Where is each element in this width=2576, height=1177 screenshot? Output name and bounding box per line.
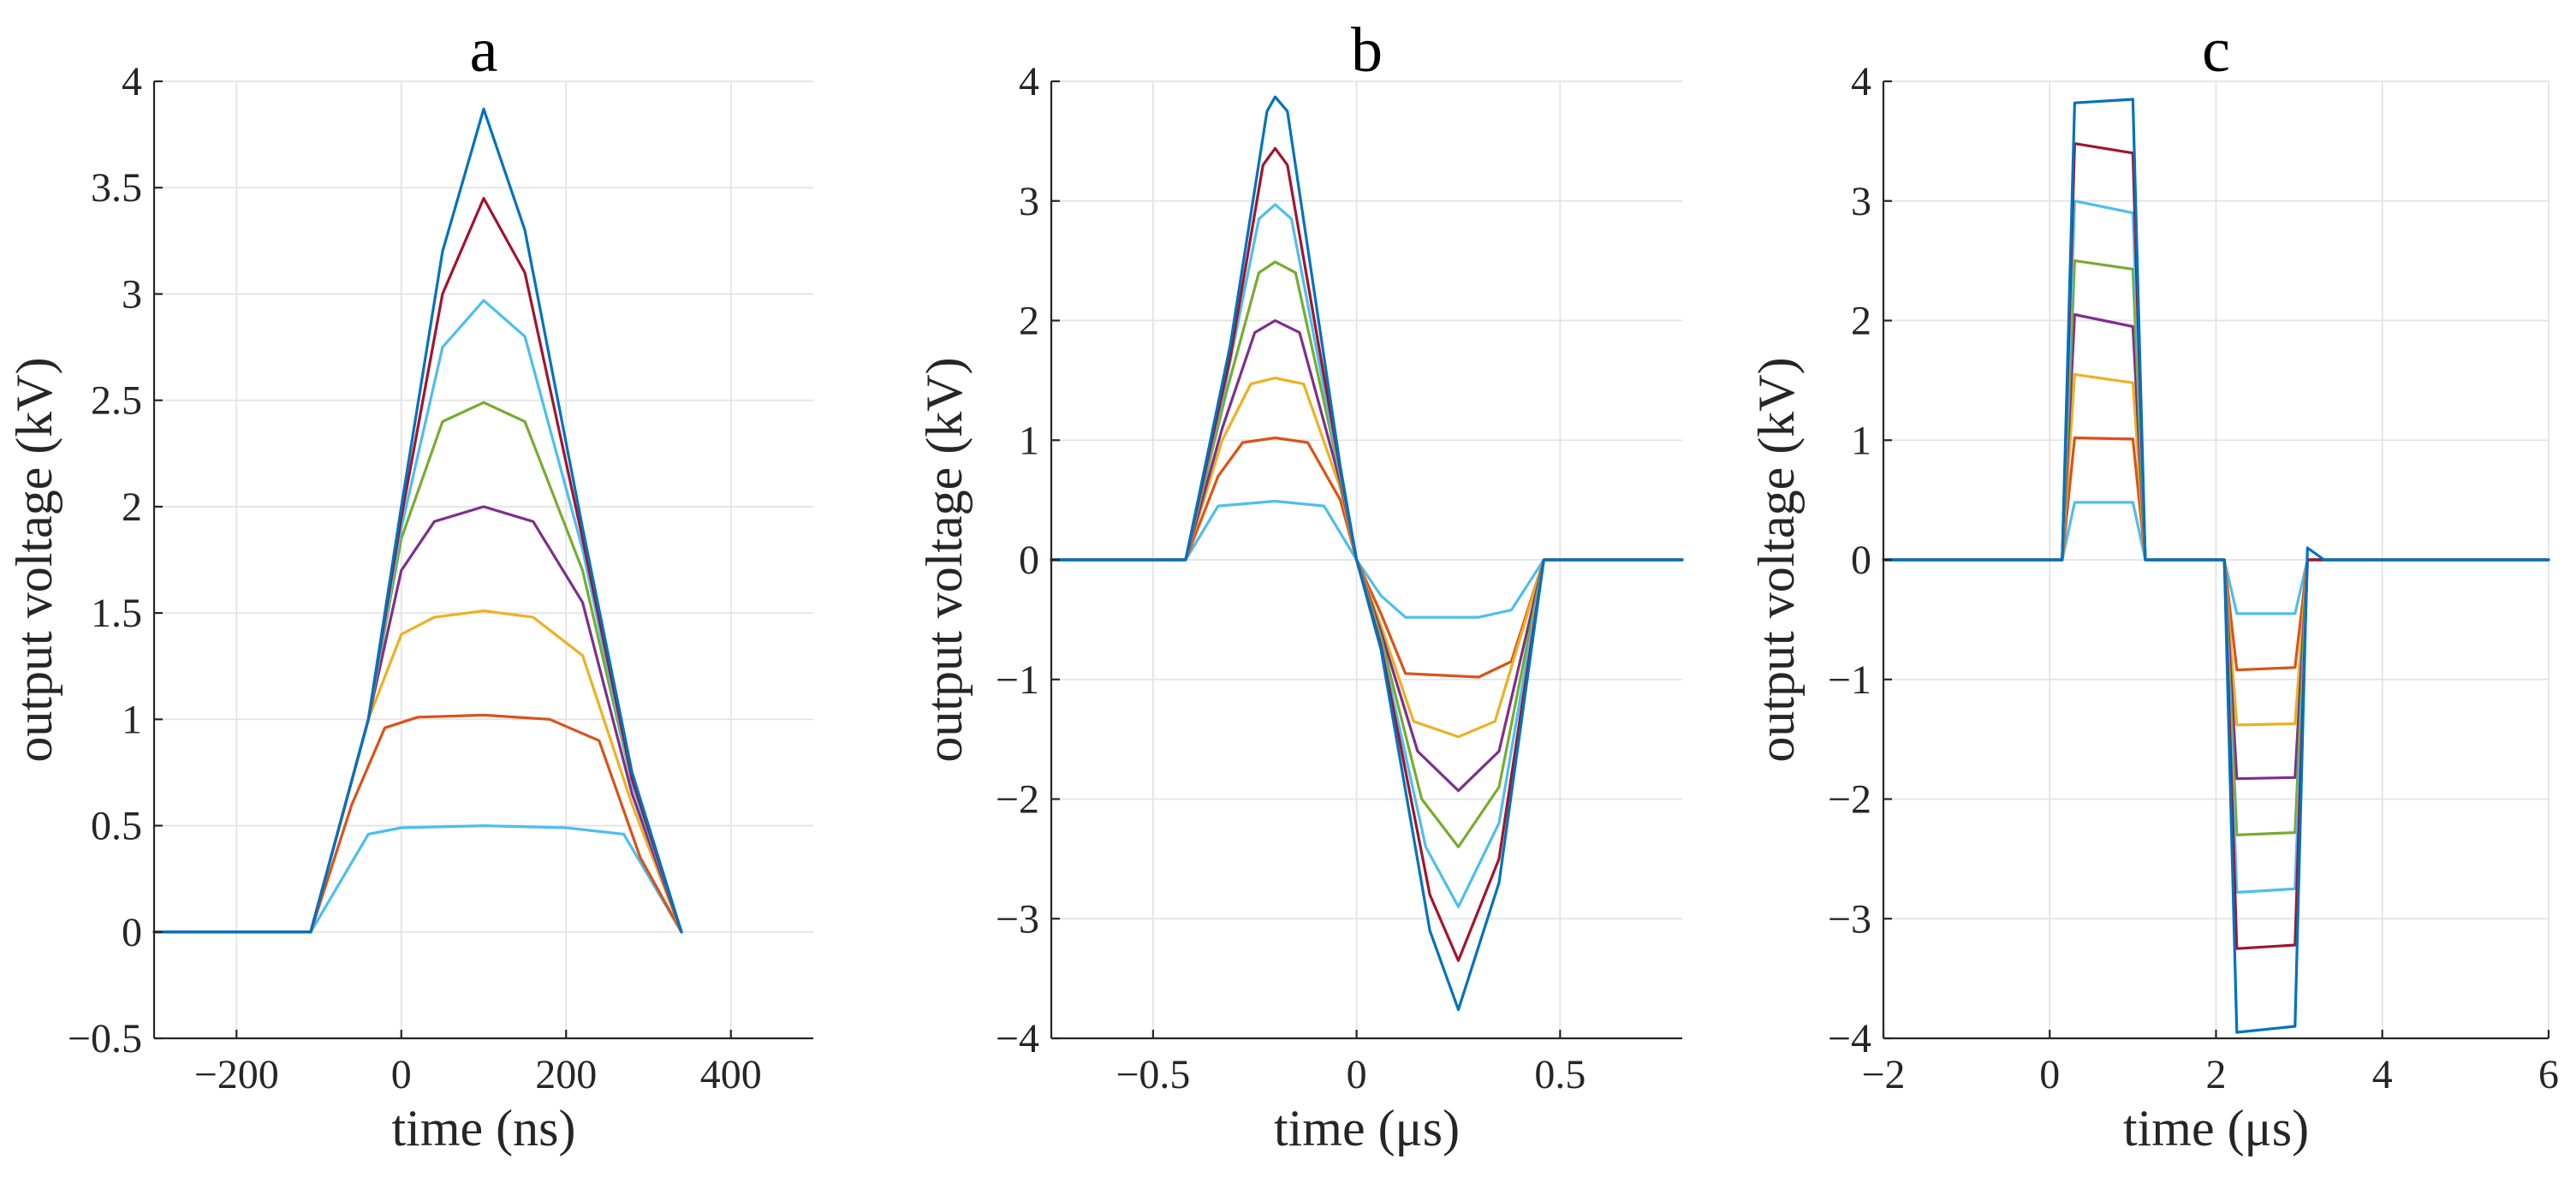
panel-a: −200 0 200 400 −0.5 0 0.5 1 1.5 2 2.5 3 3.5 4 time (ns… <box>6 15 813 1156</box>
panel-b: −0.5 0 0.5 −4 −3 −2 −1 0 1 2 3 4 time (μs) output vol… <box>916 15 1684 1156</box>
panel-c-x-axis-label: time (μs) <box>2123 1100 2309 1156</box>
panel-a-x-tick-label: 400 <box>700 1052 762 1097</box>
panel-a-y-tick-label: 4 <box>122 59 142 104</box>
panel-b-y-tick-label: 0 <box>1019 538 1039 583</box>
panel-a-y-tick-label: 3.5 <box>91 165 142 211</box>
panel-c: −2 0 2 4 6 −4 −3 −2 −1 0 1 2 3 4 time (μs) output volta… <box>1748 15 2559 1156</box>
panel-c-y-tick-label: 1 <box>1851 418 1871 463</box>
panel-b-series-2-kV <box>1050 318 1684 793</box>
panel-c-x-tick-label: 6 <box>2538 1052 2559 1097</box>
panel-a-x-tick-label: 200 <box>535 1052 597 1097</box>
panel-b-series-0_5-kV <box>1050 499 1684 619</box>
panel-a-y-axis-label: output voltage (kV) <box>6 357 62 762</box>
panel-c-y-tick-label: 2 <box>1851 299 1871 344</box>
panel-c-y-axis-label: output voltage (kV) <box>1748 357 1805 762</box>
panel-b-y-tick-label: −1 <box>996 657 1039 703</box>
panel-c-y-tick-label: 0 <box>1851 538 1871 583</box>
panel-b-y-tick-label: 3 <box>1019 179 1039 224</box>
panel-b-x-tick-label: 0 <box>1347 1052 1367 1097</box>
panel-a-series-3-kV <box>152 299 683 934</box>
panel-b-title: b <box>1351 15 1383 86</box>
panel-a-y-tick-label: 3 <box>122 271 142 317</box>
panel-b-y-tick-label: 2 <box>1019 299 1039 344</box>
panel-a-x-tick-label: −200 <box>194 1052 279 1097</box>
panel-b-x-tick-label: 0.5 <box>1534 1052 1585 1097</box>
panel-b-series-1_5-kV <box>1050 377 1684 739</box>
panel-a-y-tick-label: 0.5 <box>91 804 142 849</box>
panel-c-x-tick-label: 4 <box>2372 1052 2393 1097</box>
panel-a-y-tick-label: 1.5 <box>91 591 142 636</box>
panel-b-series-2_5-kV <box>1050 260 1684 849</box>
panel-c-y-tick-label: −1 <box>1828 657 1871 703</box>
panel-b-series-3_5-kV <box>1050 146 1684 962</box>
panel-a-series-0_5-kV <box>152 823 683 934</box>
panel-c-series-4-kV <box>1882 98 2550 1034</box>
panel-b-series-1-kV <box>1050 436 1684 679</box>
panel-a-y-tick-label: 2.5 <box>91 378 142 424</box>
panel-b-x-tick-label: −0.5 <box>1115 1052 1190 1097</box>
panel-a-x-axis-label: time (ns) <box>392 1100 576 1156</box>
panel-c-y-tick-label: −3 <box>1828 896 1871 942</box>
panel-a-series-2_5-kV <box>152 401 683 934</box>
panel-c-x-tick-label: 0 <box>2039 1052 2060 1097</box>
panel-c-y-tick-label: 4 <box>1851 59 1871 104</box>
panel-a-y-tick-label: 0 <box>122 910 142 955</box>
panel-b-x-axis-label: time (μs) <box>1274 1100 1460 1156</box>
panel-c-y-tick-label: −4 <box>1828 1016 1871 1061</box>
panel-b-series-4-kV <box>1050 95 1684 1012</box>
panel-b-y-tick-label: −3 <box>996 896 1039 942</box>
panel-a-series-1-kV <box>152 713 683 934</box>
panel-b-y-tick-label: 4 <box>1019 59 1039 104</box>
panel-a-y-tick-label: 1 <box>122 697 142 742</box>
panel-c-title: c <box>2202 15 2230 86</box>
panel-a-series-3_5-kV <box>152 197 683 934</box>
panel-c-x-tick-label: 2 <box>2206 1052 2227 1097</box>
panel-b-y-axis-label: output voltage (kV) <box>916 357 973 762</box>
panel-b-series-3-kV <box>1050 203 1684 908</box>
panel-c-x-tick-label: −2 <box>1861 1052 1905 1097</box>
panel-b-y-tick-label: −2 <box>996 777 1039 823</box>
panel-a-y-tick-label: 2 <box>122 484 142 530</box>
panel-c-y-tick-label: −2 <box>1828 777 1871 823</box>
panel-a-title: a <box>470 15 498 86</box>
panel-a-y-tick-label: −0.5 <box>68 1016 142 1061</box>
panel-a-series-4-kV <box>152 107 683 934</box>
panel-b-y-tick-label: 1 <box>1019 418 1039 463</box>
panel-a-x-tick-label: 0 <box>391 1052 412 1097</box>
panel-c-y-tick-label: 3 <box>1851 179 1871 224</box>
panel-b-y-tick-label: −4 <box>996 1016 1039 1061</box>
